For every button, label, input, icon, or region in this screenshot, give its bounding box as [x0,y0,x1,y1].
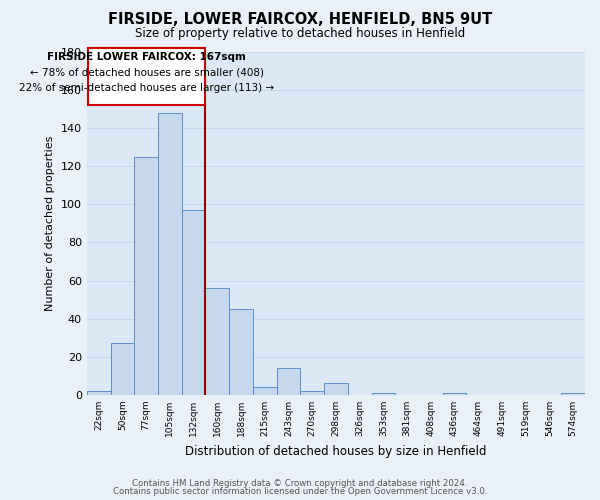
Text: 22% of semi-detached houses are larger (113) →: 22% of semi-detached houses are larger (… [19,83,274,93]
Y-axis label: Number of detached properties: Number of detached properties [46,136,55,311]
Text: FIRSIDE, LOWER FAIRCOX, HENFIELD, BN5 9UT: FIRSIDE, LOWER FAIRCOX, HENFIELD, BN5 9U… [108,12,492,28]
Bar [205,288,229,395]
Bar [324,384,348,395]
Bar [253,388,277,395]
Bar [182,210,205,395]
Text: Contains HM Land Registry data © Crown copyright and database right 2024.: Contains HM Land Registry data © Crown c… [132,478,468,488]
Bar [134,156,158,395]
Bar [443,393,466,395]
Text: ← 78% of detached houses are smaller (408): ← 78% of detached houses are smaller (40… [29,68,263,78]
Bar [87,391,110,395]
Bar [110,344,134,395]
FancyBboxPatch shape [88,48,205,105]
Bar [561,393,585,395]
Bar [277,368,301,395]
Text: FIRSIDE LOWER FAIRCOX: 167sqm: FIRSIDE LOWER FAIRCOX: 167sqm [47,52,246,62]
Bar [229,309,253,395]
Text: Size of property relative to detached houses in Henfield: Size of property relative to detached ho… [135,28,465,40]
Text: Contains public sector information licensed under the Open Government Licence v3: Contains public sector information licen… [113,487,487,496]
Bar [158,113,182,395]
Bar [371,393,395,395]
X-axis label: Distribution of detached houses by size in Henfield: Distribution of detached houses by size … [185,444,487,458]
Bar [301,391,324,395]
